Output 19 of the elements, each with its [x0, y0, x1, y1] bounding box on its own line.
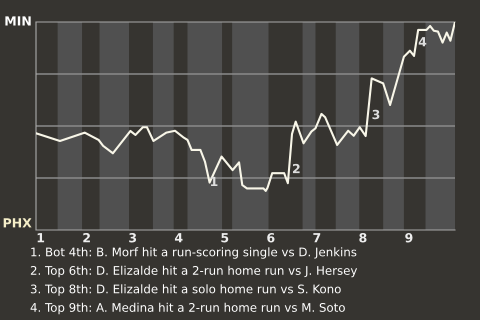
x-tick-label: 6	[267, 233, 274, 242]
x-tick-label: 7	[313, 233, 320, 242]
x-tick-label: 3	[129, 233, 136, 242]
annotation: 4	[418, 37, 426, 46]
text: 3. Top 8th: D. Elizalde hit a solo home run vs S. Kono	[30, 284, 341, 296]
x-tick-label: 1	[38, 233, 44, 242]
text: 2. Top 6th: D. Elizalde hit a 2-run home run vs J. Hersey	[30, 266, 358, 278]
text: PHX	[4, 218, 32, 228]
annotation: 3	[372, 110, 380, 120]
annotation: 2	[292, 164, 300, 174]
x-tick-label: 5	[221, 233, 228, 242]
x-tick-label: 8	[359, 233, 366, 242]
text: 4. Top 9th: A. Medina hit a 2-run home run vs M. Soto	[30, 302, 345, 314]
x-tick-label: 2	[83, 233, 90, 242]
x-tick-label: 4	[174, 233, 183, 242]
text: 1. Bot 4th: B. Morf hit a run-scoring single vs D. Jenkins	[31, 247, 356, 259]
text: MIN	[5, 16, 31, 26]
x-tick-label: 9	[405, 233, 413, 242]
annotation: 1	[210, 176, 218, 186]
